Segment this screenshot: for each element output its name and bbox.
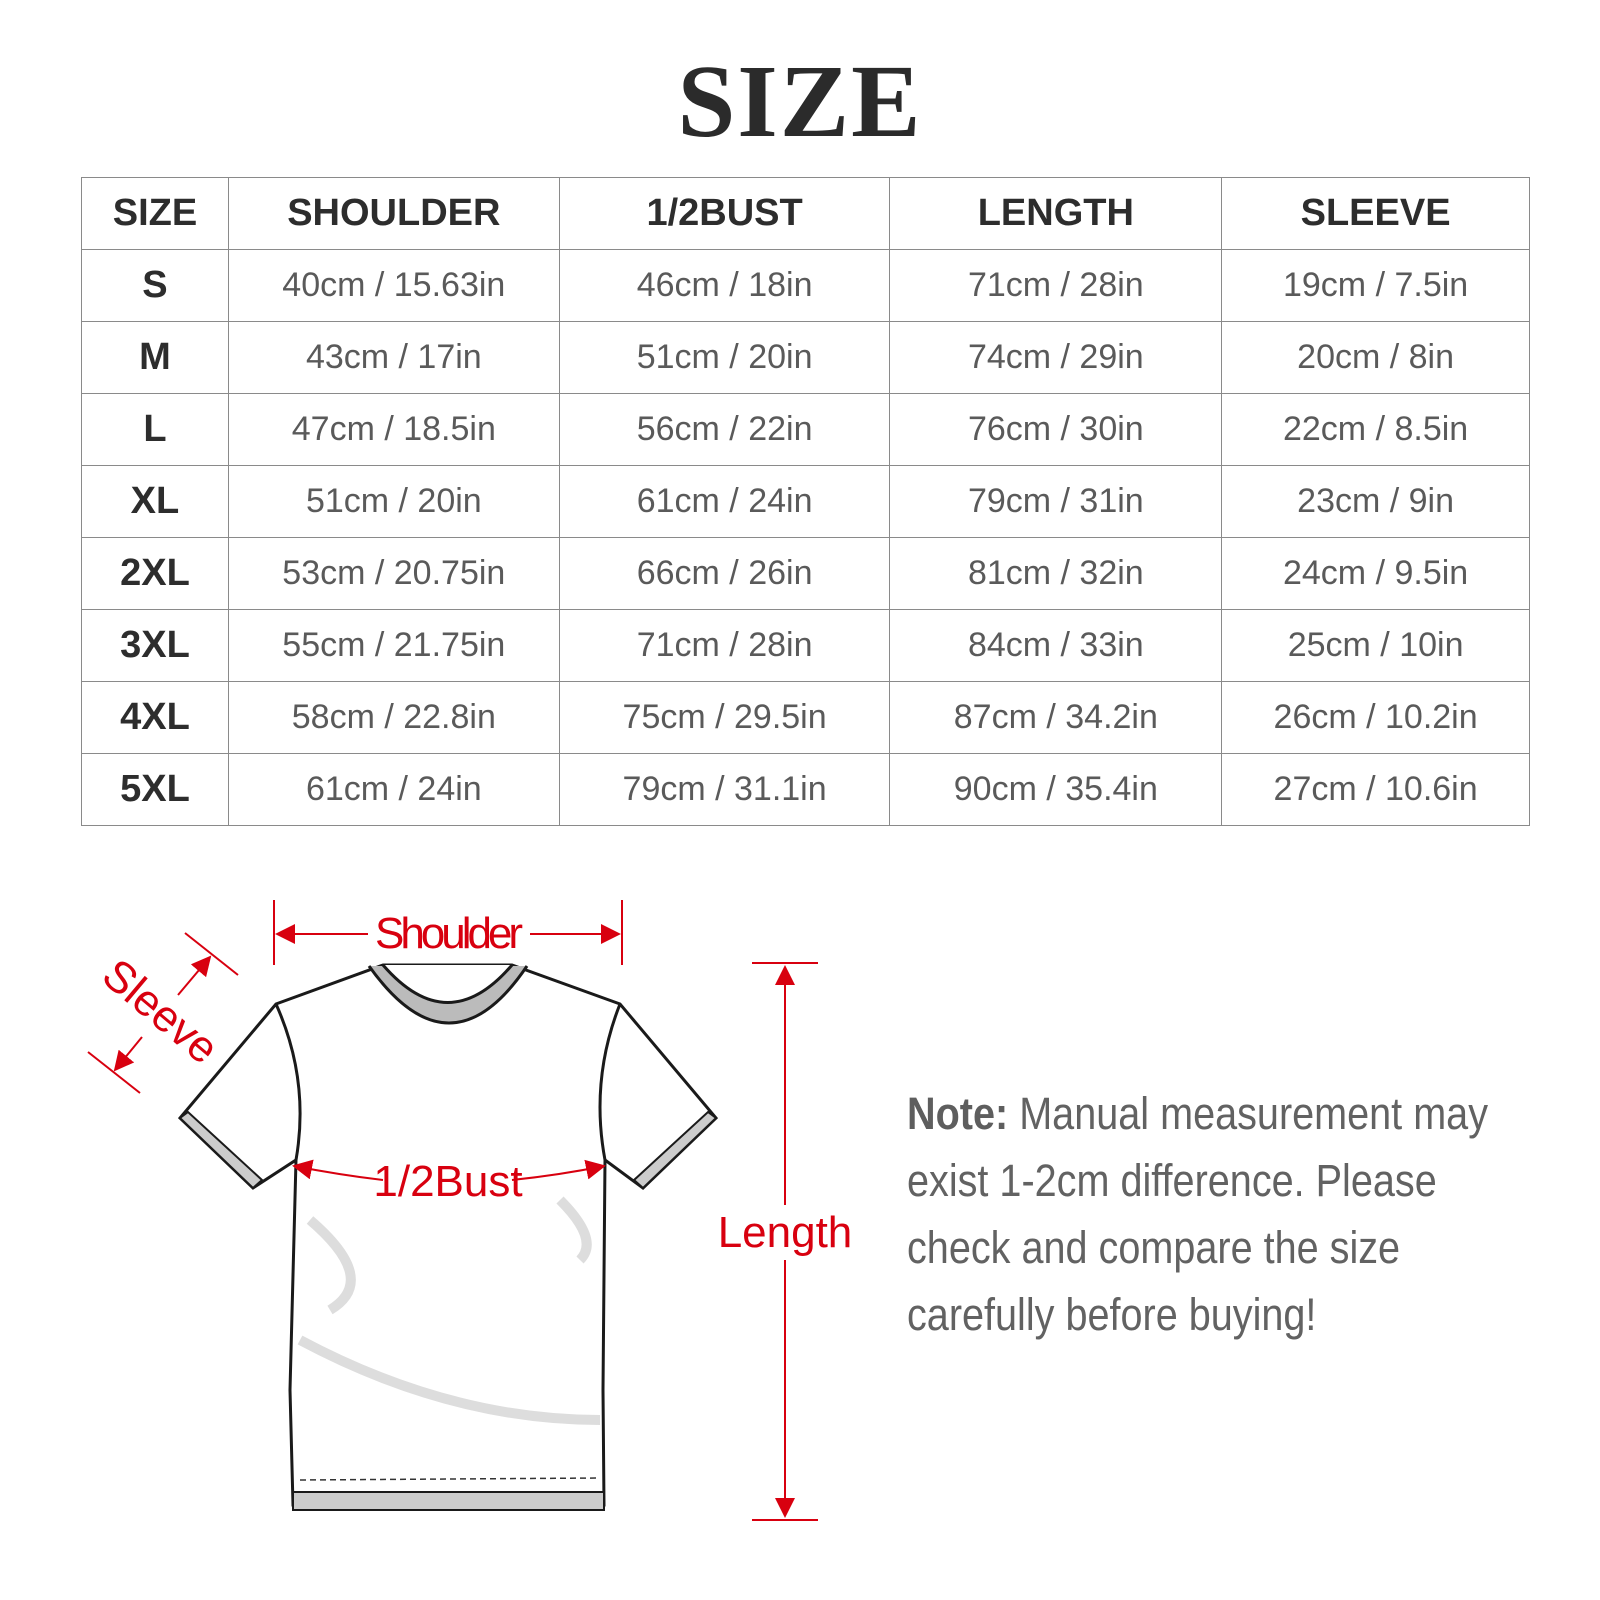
- shoulder-measure: Shoulder: [273, 900, 623, 965]
- measurement-cell: 56cm / 22in: [558, 393, 891, 466]
- measurement-cell: 20cm / 8in: [1221, 321, 1530, 394]
- table-row: L 47cm / 18.5in 56cm / 22in 76cm / 30in 22cm…: [81, 393, 1530, 466]
- bust-measure: 1/2Bust: [292, 1157, 606, 1206]
- measurement-cell: 74cm / 29in: [889, 321, 1223, 394]
- sleeve-measure: Sleeve: [87, 932, 239, 1094]
- measurement-cell: 51cm / 20in: [558, 321, 891, 394]
- size-cell: 3XL: [81, 609, 229, 682]
- shoulder-label: Shoulder: [375, 909, 523, 958]
- page-title: SIZE: [677, 44, 923, 159]
- measurement-cell: 24cm / 9.5in: [1221, 537, 1530, 610]
- measurement-cell: 26cm / 10.2in: [1221, 681, 1530, 754]
- measurement-cell: 71cm / 28in: [558, 609, 891, 682]
- note-text: Manual measurement may exist 1-2cm diffe…: [907, 1088, 1489, 1340]
- size-cell: L: [81, 393, 229, 466]
- measurement-cell: 90cm / 35.4in: [889, 753, 1223, 826]
- column-header-size: SIZE: [81, 177, 229, 250]
- measurement-cell: 55cm / 21.75in: [227, 609, 560, 682]
- measurement-cell: 25cm / 10in: [1221, 609, 1530, 682]
- measurement-cell: 47cm / 18.5in: [227, 393, 560, 466]
- size-cell: XL: [81, 465, 229, 538]
- measurement-cell: 75cm / 29.5in: [558, 681, 891, 754]
- size-cell: S: [81, 249, 229, 322]
- measurement-cell: 76cm / 30in: [889, 393, 1223, 466]
- tshirt-outline: [177, 963, 719, 1511]
- measurement-cell: 53cm / 20.75in: [227, 537, 560, 610]
- column-header-length: LENGTH: [889, 177, 1223, 250]
- table-row: M 43cm / 17in 51cm / 20in 74cm / 29in 20cm /…: [81, 321, 1530, 394]
- measurement-cell: 81cm / 32in: [889, 537, 1223, 610]
- column-header-sleeve: SLEEVE: [1221, 177, 1530, 250]
- table-row: S 40cm / 15.63in 46cm / 18in 71cm / 28in 19c…: [81, 249, 1530, 322]
- size-cell: 5XL: [81, 753, 229, 826]
- measurement-cell: 51cm / 20in: [227, 465, 560, 538]
- length-label: Length: [718, 1208, 853, 1257]
- note-label: Note:: [907, 1088, 1009, 1139]
- measurement-note: Note: Manual measurement may exist 1-2cm…: [907, 1080, 1549, 1348]
- measurement-cell: 71cm / 28in: [889, 249, 1223, 322]
- measurement-cell: 58cm / 22.8in: [227, 681, 560, 754]
- measurement-cell: 22cm / 8.5in: [1221, 393, 1530, 466]
- table-row: 5XL 61cm / 24in 79cm / 31.1in 90cm / 35.4in…: [81, 753, 1530, 826]
- measurement-cell: 84cm / 33in: [889, 609, 1223, 682]
- table-row: XL 51cm / 20in 61cm / 24in 79cm / 31in 23cm …: [81, 465, 1530, 538]
- table-row: 2XL 53cm / 20.75in 66cm / 26in 81cm / 32in 2…: [81, 537, 1530, 610]
- table-header-row: SIZE SHOULDER 1/2BUST LENGTH SLEEVE: [81, 177, 1530, 250]
- measurement-cell: 46cm / 18in: [558, 249, 891, 322]
- measurement-cell: 40cm / 15.63in: [227, 249, 560, 322]
- sleeve-label: Sleeve: [93, 950, 228, 1074]
- measurement-cell: 19cm / 7.5in: [1221, 249, 1530, 322]
- measurement-cell: 66cm / 26in: [558, 537, 891, 610]
- size-cell: 4XL: [81, 681, 229, 754]
- measurement-cell: 79cm / 31.1in: [558, 753, 891, 826]
- length-measure: Length: [718, 962, 853, 1521]
- size-table: SIZE SHOULDER 1/2BUST LENGTH SLEEVE S 40cm / …: [81, 177, 1530, 826]
- measurement-cell: 23cm / 9in: [1221, 465, 1530, 538]
- column-header-1-2bust: 1/2BUST: [558, 177, 891, 250]
- table-row: 4XL 58cm / 22.8in 75cm / 29.5in 87cm / 34.2…: [81, 681, 1530, 754]
- measurement-cell: 61cm / 24in: [227, 753, 560, 826]
- size-cell: M: [81, 321, 229, 394]
- measurement-cell: 43cm / 17in: [227, 321, 560, 394]
- table-row: 3XL 55cm / 21.75in 71cm / 28in 84cm / 33in 2…: [81, 609, 1530, 682]
- measurement-cell: 61cm / 24in: [558, 465, 891, 538]
- measurement-cell: 27cm / 10.6in: [1221, 753, 1530, 826]
- bust-label: 1/2Bust: [373, 1157, 522, 1206]
